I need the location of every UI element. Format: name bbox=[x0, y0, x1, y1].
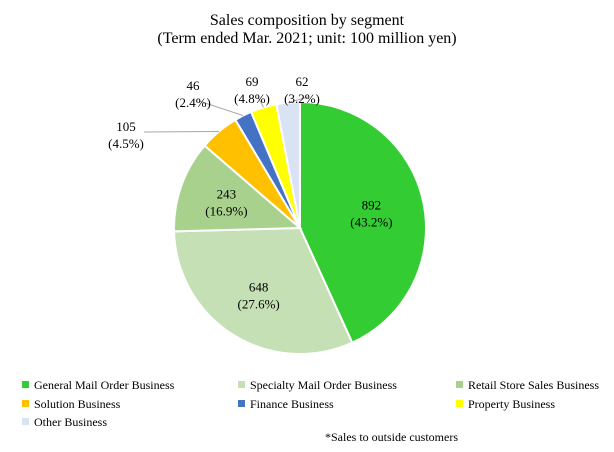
legend-label: Solution Business bbox=[34, 397, 121, 411]
leader-line-solution-business bbox=[143, 130, 219, 133]
legend-item-retail-store-sales: Retail Store Sales Business bbox=[456, 378, 599, 392]
data-label-other-business: 62 (3.2%) bbox=[284, 74, 320, 106]
data-label-solution-business: 105 (4.5%) bbox=[108, 119, 144, 151]
data-label-general-mail-order-business: 892 (43.2%) bbox=[350, 198, 392, 230]
legend-item-solution: Solution Business bbox=[22, 397, 120, 411]
legend-swatch bbox=[238, 400, 245, 407]
chart-footnote: *Sales to outside customers bbox=[325, 430, 458, 444]
legend-item-other: Other Business bbox=[22, 415, 107, 429]
pie-slice-general-mail-order-business bbox=[299, 100, 427, 344]
legend-label: Finance Business bbox=[250, 397, 334, 411]
data-label-retail-store-sales-business: 243 (16.9%) bbox=[205, 187, 247, 219]
legend-item-finance: Finance Business bbox=[238, 397, 334, 411]
data-label-property-business: 69 (4.8%) bbox=[234, 74, 270, 106]
legend-label: Specialty Mail Order Business bbox=[250, 378, 397, 392]
legend-swatch bbox=[456, 381, 463, 388]
leader-line-finance-business bbox=[198, 100, 244, 117]
legend-swatch bbox=[22, 418, 29, 425]
legend-swatch bbox=[238, 381, 245, 388]
pie-slice-retail-store-sales-business bbox=[173, 144, 303, 233]
pie-slice-specialty-mail-order-business bbox=[173, 226, 354, 355]
legend-swatch bbox=[22, 381, 29, 388]
legend-item-specialty-mail-order: Specialty Mail Order Business bbox=[238, 378, 397, 392]
legend-item-general-mail-order: General Mail Order Business bbox=[22, 378, 174, 392]
legend-label: Property Business bbox=[468, 397, 555, 411]
leader-line-other-business bbox=[287, 96, 309, 104]
legend-label: Other Business bbox=[34, 415, 107, 429]
leader-line-property-business bbox=[257, 96, 264, 108]
chart-title: Sales composition by segment bbox=[209, 12, 405, 29]
data-label-finance-business: 46 (2.4%) bbox=[175, 78, 211, 110]
legend-item-property: Property Business bbox=[456, 397, 555, 411]
legend-swatch bbox=[22, 400, 29, 407]
data-label-specialty-mail-order-business: 648 (27.6%) bbox=[237, 279, 279, 311]
chart-title-block: Sales composition by segment (Term ended… bbox=[0, 12, 614, 48]
legend-label: Retail Store Sales Business bbox=[468, 378, 599, 392]
chart-subtitle: (Term ended Mar. 2021; unit: 100 million… bbox=[157, 30, 457, 47]
legend-label: General Mail Order Business bbox=[34, 378, 175, 392]
legend-swatch bbox=[456, 400, 463, 407]
